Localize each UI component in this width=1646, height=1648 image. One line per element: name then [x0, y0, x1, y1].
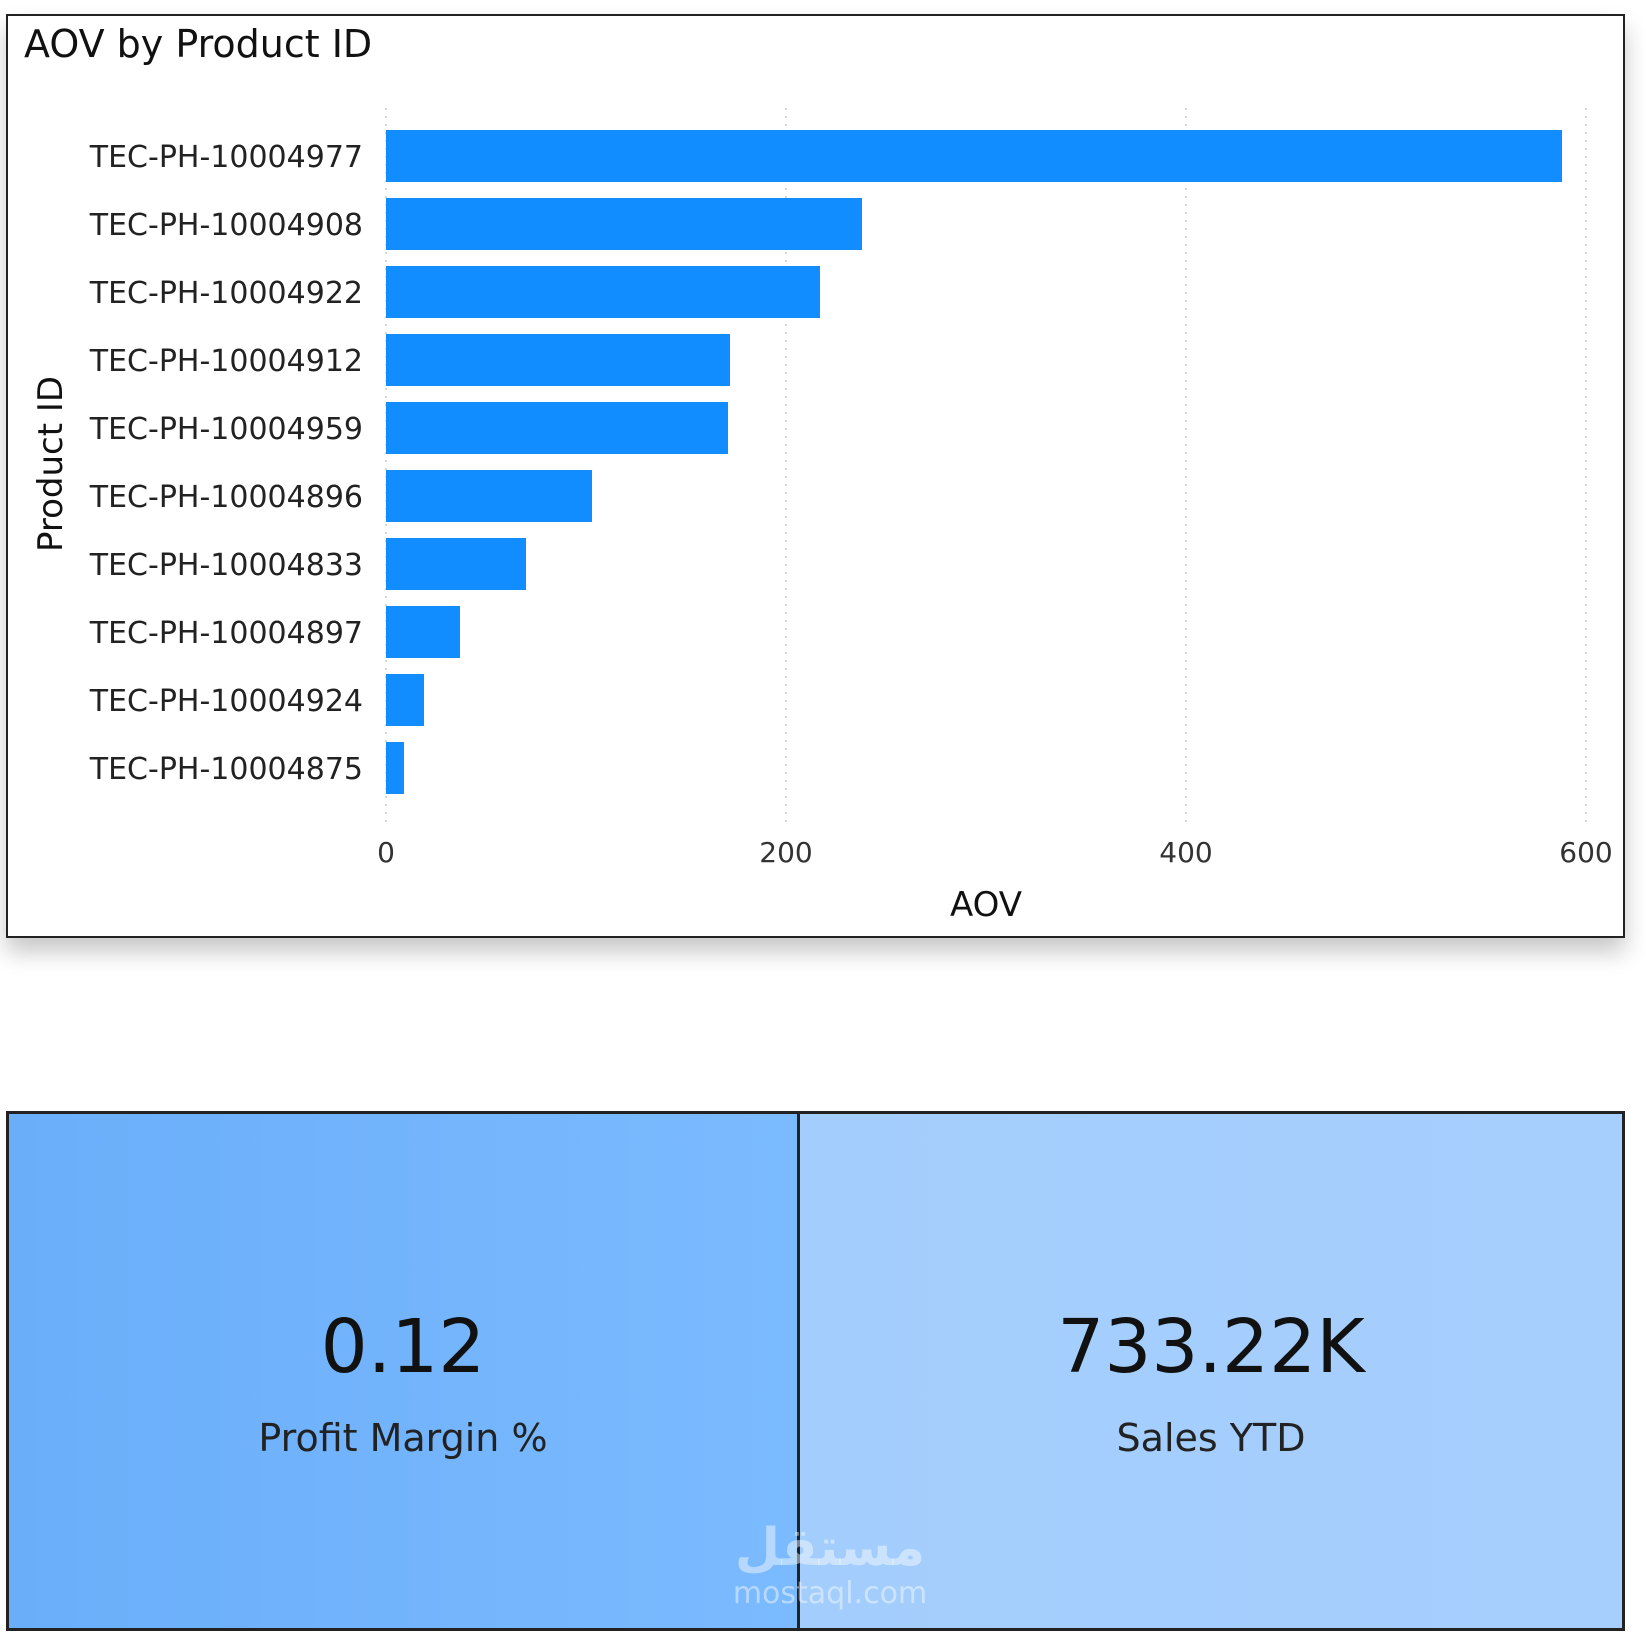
profit-margin-value: 0.12	[320, 1304, 486, 1390]
chart-title: AOV by Product ID	[24, 22, 373, 66]
bar-TEC-PH-10004875	[386, 742, 404, 794]
chart-card: AOV by Product ID 0 200 400 600 TEC-PH-10004…	[6, 14, 1625, 938]
y-category-label: TEC-PH-10004959	[89, 412, 363, 447]
y-category-label: TEC-PH-10004896	[89, 480, 363, 515]
bar-TEC-PH-10004977	[386, 130, 1562, 182]
x-tick-label: 200	[759, 836, 812, 869]
sales-ytd-value: 733.22K	[1057, 1304, 1365, 1390]
bar-TEC-PH-10004896	[386, 470, 592, 522]
sales-ytd-label: Sales YTD	[1116, 1416, 1306, 1460]
watermark-latin: mostaql.com	[732, 1576, 928, 1612]
watermark-arabic: مستقل	[734, 1518, 926, 1578]
watermark-logo: مستقل mostaql.com	[700, 1518, 960, 1612]
y-category-label: TEC-PH-10004875	[89, 752, 363, 787]
bar-TEC-PH-10004833	[386, 538, 526, 590]
y-category-label: TEC-PH-10004912	[89, 344, 363, 379]
bar-TEC-PH-10004897	[386, 606, 460, 658]
profit-margin-card: 0.12 Profit Margin %	[6, 1111, 800, 1631]
bar-TEC-PH-10004912	[386, 334, 730, 386]
bar-TEC-PH-10004959	[386, 402, 728, 454]
bar-TEC-PH-10004924	[386, 674, 424, 726]
x-tick-label: 600	[1559, 836, 1612, 869]
y-category-label: TEC-PH-10004833	[89, 548, 363, 583]
x-tick-label: 400	[1159, 836, 1212, 869]
x-axis-title: AOV	[950, 885, 1022, 925]
y-category-label: TEC-PH-10004897	[89, 616, 363, 651]
y-axis-title: Product ID	[31, 376, 71, 552]
y-category-label: TEC-PH-10004922	[89, 276, 363, 311]
profit-margin-label: Profit Margin %	[258, 1416, 548, 1460]
x-tick-label: 0	[377, 836, 395, 869]
bar-TEC-PH-10004908	[386, 198, 862, 250]
y-category-label: TEC-PH-10004908	[89, 208, 363, 243]
bar-TEC-PH-10004922	[386, 266, 820, 318]
sales-ytd-card: 733.22K Sales YTD	[797, 1111, 1625, 1631]
y-category-label: TEC-PH-10004977	[89, 140, 363, 175]
y-category-label: TEC-PH-10004924	[89, 684, 363, 719]
bar-chart: 0 200 400 600 TEC-PH-10004977 TEC-PH-10004908…	[31, 108, 1613, 925]
